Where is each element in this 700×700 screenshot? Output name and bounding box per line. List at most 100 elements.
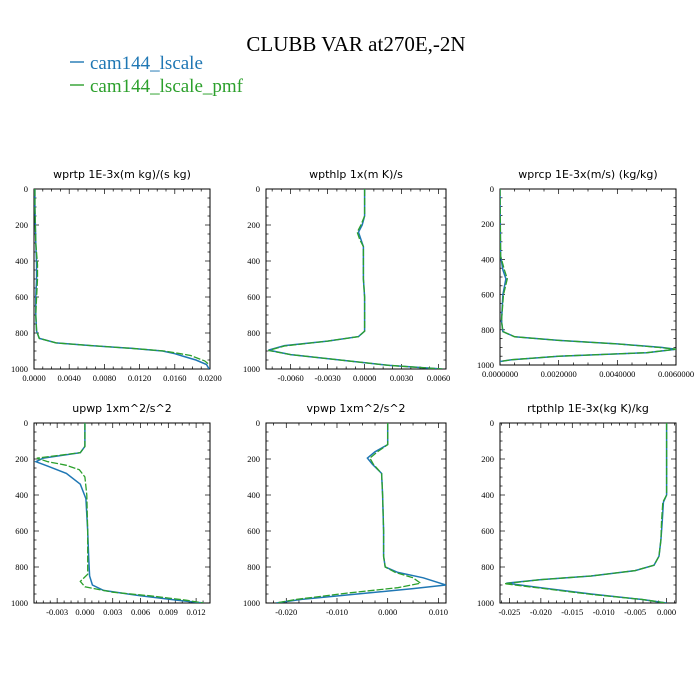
- x-tick-label: 0.000: [378, 607, 397, 617]
- x-tick-label: 0.0040: [58, 373, 81, 383]
- panel-title: vpwp 1xm^2/s^2: [306, 402, 405, 415]
- y-tick-label: 400: [481, 490, 494, 500]
- series-line-cam144-lscale-pmf: [36, 423, 204, 603]
- plot-frame: [33, 188, 211, 370]
- x-tick-label: 0.006: [131, 607, 150, 617]
- x-tick-label: -0.010: [593, 607, 615, 617]
- series-line-cam144-lscale: [34, 423, 204, 603]
- panel-4: upwp 1xm^2/s^2 0 200 400 600 800 1000 -0.003 0.0…: [11, 402, 211, 617]
- y-tick-label: 0: [490, 184, 494, 194]
- y-tick-label: 0: [24, 184, 28, 194]
- y-tick-label: 200: [481, 219, 494, 229]
- series-line-cam144-lscale-pmf: [500, 189, 676, 363]
- y-tick-label: 400: [15, 256, 28, 266]
- x-tick-label: 0.0040000: [599, 369, 635, 379]
- y-tick-label: 1000: [11, 364, 28, 374]
- y-tick-label: 800: [15, 328, 28, 338]
- y-tick-label: 400: [15, 490, 28, 500]
- panel-title: wprcp 1E-3x(m/s) (kg/kg): [518, 168, 657, 181]
- figure-title: CLUBB VAR at270E,-2N: [246, 32, 465, 56]
- x-tick-label: -0.010: [326, 607, 348, 617]
- x-tick-label: -0.005: [624, 607, 646, 617]
- panel-title: rtpthlp 1E-3x(kg K)/kg: [527, 402, 649, 415]
- x-tick-label: 0.0060: [427, 373, 450, 383]
- x-tick-label: 0.0160: [163, 373, 186, 383]
- y-tick-label: 800: [15, 562, 28, 572]
- y-tick-label: 600: [15, 526, 28, 536]
- x-tick-label: -0.003: [46, 607, 68, 617]
- x-tick-label: 0.0060000: [658, 369, 694, 379]
- x-tick-label: 0.000: [75, 607, 94, 617]
- y-tick-label: 600: [247, 526, 260, 536]
- x-tick-label: 0.0020000: [541, 369, 577, 379]
- y-tick-label: 400: [481, 254, 494, 264]
- panel-title: upwp 1xm^2/s^2: [72, 402, 172, 415]
- y-tick-label: 1000: [243, 364, 260, 374]
- y-tick-label: 1000: [243, 598, 260, 608]
- panel-2: wpthlp 1x(m K)/s 0 200 400 600 800 1000 -0.0060…: [243, 168, 450, 383]
- y-tick-label: 800: [247, 562, 260, 572]
- y-tick-label: 0: [24, 418, 28, 428]
- legend-label-cam144-lscale-pmf: cam144_lscale_pmf: [90, 76, 244, 97]
- legend: cam144_lscale cam144_lscale_pmf: [70, 53, 244, 97]
- y-tick-label: 1000: [11, 598, 28, 608]
- y-tick-label: 0: [256, 184, 260, 194]
- y-tick-label: 200: [247, 454, 260, 464]
- x-tick-label: -0.020: [530, 607, 552, 617]
- series-line-cam144-lscale-pmf: [275, 423, 423, 603]
- panel-6: rtpthlp 1E-3x(kg K)/kg02004006008001000-…: [477, 402, 677, 617]
- y-tick-label: 600: [481, 290, 494, 300]
- legend-label-cam144-lscale: cam144_lscale: [90, 53, 203, 74]
- panel-1: wprtp 1E-3x(m kg)/(s kg) 0 200 400 600 800 100…: [11, 168, 222, 383]
- y-tick-label: 600: [15, 292, 28, 302]
- panel-5: vpwp 1xm^2/s^2 0 200 400 600 800 1000 -0.020 -0.…: [243, 402, 448, 617]
- y-tick-label: 400: [247, 490, 260, 500]
- y-tick-label: 1000: [477, 360, 494, 370]
- plot-frame: [265, 422, 447, 604]
- panel-3: wprcp 1E-3x(m/s) (kg/kg) 0 200 400 600 800 100…: [477, 168, 694, 379]
- y-tick-label: 600: [247, 292, 260, 302]
- y-tick-label: 600: [481, 526, 494, 536]
- y-tick-label: 0: [490, 418, 494, 428]
- plot-frame: [499, 188, 677, 366]
- x-tick-label: 0.0120: [128, 373, 151, 383]
- x-tick-label: 0.010: [429, 607, 448, 617]
- y-tick-label: 0: [256, 418, 260, 428]
- plot-frame: [265, 188, 447, 370]
- plot-frame: [33, 422, 211, 604]
- y-tick-label: 400: [247, 256, 260, 266]
- x-tick-label: -0.0060: [278, 373, 304, 383]
- x-tick-label: 0.0030: [390, 373, 413, 383]
- x-tick-label: -0.025: [498, 607, 520, 617]
- y-tick-label: 200: [15, 220, 28, 230]
- y-tick-label: 800: [481, 325, 494, 335]
- x-tick-label: -0.020: [275, 607, 297, 617]
- series-line-cam144-lscale: [268, 189, 443, 369]
- y-tick-label: 200: [247, 220, 260, 230]
- series-line-cam144-lscale: [275, 423, 446, 603]
- series-line-cam144-lscale-pmf: [504, 423, 668, 603]
- x-tick-label: 0.009: [159, 607, 178, 617]
- x-tick-label: 0.0000: [22, 373, 45, 383]
- x-tick-label: 0.0080: [93, 373, 116, 383]
- y-tick-label: 800: [481, 562, 494, 572]
- y-tick-label: 200: [15, 454, 28, 464]
- y-tick-label: 1000: [477, 598, 494, 608]
- series-line-cam144-lscale-pmf: [34, 189, 210, 366]
- x-tick-label: 0.003: [103, 607, 122, 617]
- x-tick-label: 0.0000000: [482, 369, 518, 379]
- x-tick-label: 0.012: [187, 607, 206, 617]
- panel-title: wprtp 1E-3x(m kg)/(s kg): [53, 168, 191, 181]
- y-tick-label: 800: [247, 328, 260, 338]
- series-line-cam144-lscale: [34, 189, 210, 369]
- panel-title: wpthlp 1x(m K)/s: [309, 168, 403, 181]
- x-tick-label: -0.0030: [315, 373, 341, 383]
- series-line-cam144-lscale-pmf: [268, 189, 443, 369]
- y-tick-label: 200: [481, 454, 494, 464]
- x-tick-label: 0.0000: [353, 373, 376, 383]
- x-tick-label: 0.000: [657, 607, 676, 617]
- series-line-cam144-lscale: [500, 189, 676, 363]
- x-tick-label: 0.0200: [198, 373, 221, 383]
- x-tick-label: -0.015: [561, 607, 583, 617]
